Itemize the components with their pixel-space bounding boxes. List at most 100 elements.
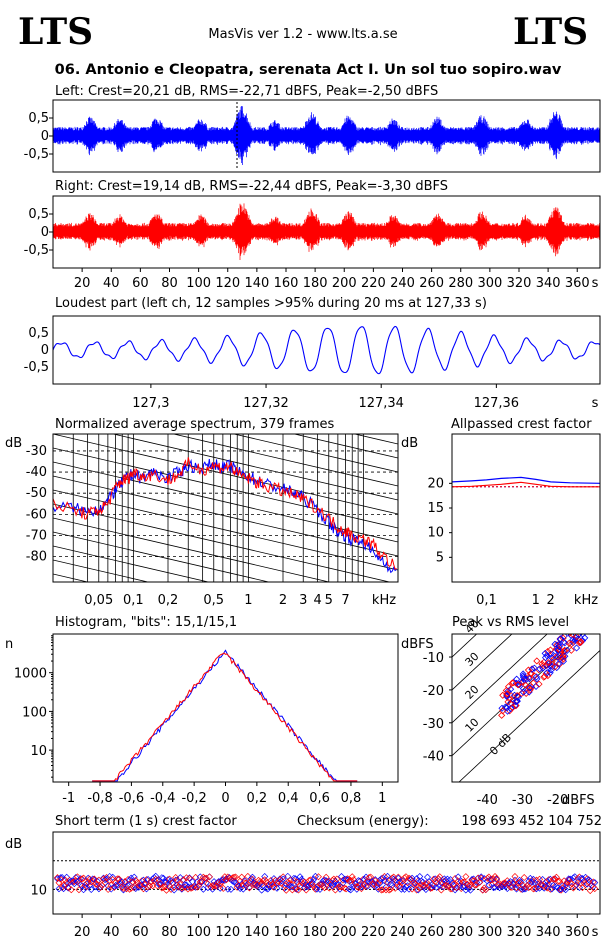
right-crest-point [341,884,349,892]
right-crest-point [149,882,157,890]
peak-rms-point [569,634,577,638]
left-crest-point [371,876,379,884]
left-crest-point [273,884,281,892]
left-crest-point [411,879,419,887]
slope-line [53,475,398,557]
slope-line [53,336,398,416]
time-axis: 20 40 60 80 100 120 140 160 180 200 220 240 260 280 30… [74,268,599,291]
right-crest-point [78,875,86,883]
right-crest-point [499,880,507,888]
right-crest-point [330,875,338,883]
left-crest-point [57,874,65,882]
right-crest-point [450,880,458,888]
right-crest-point [586,887,594,895]
peak-rms-point [533,657,541,665]
loudest-part-plot: 0,5 0 -0,5 127,3 127,32 127,34 127,36 s [24,315,601,411]
left-crest-point [159,874,167,882]
left-crest-point [433,883,441,891]
left-crest-point [126,876,134,884]
right-crest-point [80,874,88,882]
left-crest-point [291,875,299,883]
right-crest-point [513,884,521,892]
left-crest-point [242,881,250,889]
right-crest-point [61,876,69,884]
left-crest-point [296,873,304,881]
peak-rms-point [532,673,540,681]
right-crest-point [376,876,384,884]
right-crest-point [245,884,253,892]
xtick-label: 0,05 [84,593,113,608]
peak-rms-point [575,634,583,639]
xtick-label: 80 [161,925,178,940]
ytick-label: -0,5 [24,243,49,258]
right-crest-point [205,873,213,881]
right-crest-point [153,882,161,890]
right-crest-point [390,873,398,881]
right-crest-point [493,874,501,882]
left-crest-point [219,876,227,884]
right-crest-point [196,878,204,886]
xtick-label: 20 [74,276,91,291]
left-crest-point [377,875,385,883]
left-crest-point [396,878,404,886]
left-crest-point [161,878,169,886]
left-crest-point [314,881,322,889]
crest-ylabel: dB [401,436,418,451]
peak-rms-point [504,687,512,695]
ytick-label: -0,5 [24,360,49,375]
xtick-label: 200 [332,925,357,940]
left-crest-point [404,882,411,890]
peak-rms-point [514,681,522,689]
peak-rms-point [577,638,585,646]
xtick-label: 0,1 [476,593,497,608]
ytick-label: -80 [26,550,47,565]
right-crest-point [522,883,530,891]
right-crest-point [119,884,127,892]
peak-rms-point [504,698,512,706]
right-crest-point [388,874,396,882]
left-crest-point [413,875,421,883]
loudest-frame [52,315,601,385]
ytick-label: 1000 [14,667,47,682]
right-crest-point [143,876,151,884]
right-crest-point [57,875,65,883]
xtick-label: 200 [332,276,357,291]
spectrum-frame [52,433,399,583]
right-crest-point [542,878,550,886]
right-crest-point [476,878,484,886]
xtick-label: 140 [244,925,269,940]
peak-rms-point [524,666,533,674]
loudest-part-title: Loudest part (left ch, 12 samples >95% d… [55,296,487,311]
right-crest-point [152,875,160,883]
peak-rms-point [522,675,531,683]
xtick-label-unit: kHz [372,593,396,608]
left-crest-point [181,881,189,889]
left-crest-point [397,885,405,893]
xtick-label: -0,6 [119,791,144,806]
right-crest-point [565,876,573,884]
right-crest-point [525,884,533,892]
left-crest-point [73,878,81,886]
right-crest-point [489,875,497,883]
short-term-crest-plot: 10 20 40 60 80 100 120 140 160 180 200 220 240 260 280… [30,831,601,940]
histogram-plot: 1000 100 10 -1 -0,8 -0,6 -0,4 -0,2 0 0,2 0,4 0,6 0,8… [14,633,399,806]
right-crest-point [353,883,361,891]
left-crest-point [83,880,91,888]
peak-rms-point [577,623,583,629]
left-crest-point [288,883,296,891]
left-crest-point [532,885,540,893]
ytick-label: -30 [26,444,47,459]
left-crest-point [485,881,493,889]
xtick-label: 260 [419,276,444,291]
xtick-label: 340 [536,925,561,940]
right-crest-point [73,873,81,881]
xtick-label: 2 [279,593,287,608]
peak-rms-point [546,646,555,654]
xtick-label: 360 [565,925,590,940]
peak-rms-point [565,639,573,647]
peak-rms-point [563,646,571,654]
right-crest-point [434,875,442,883]
left-crest-point [290,874,298,882]
right-crest-point [193,883,201,891]
right-crest-point [67,886,75,894]
